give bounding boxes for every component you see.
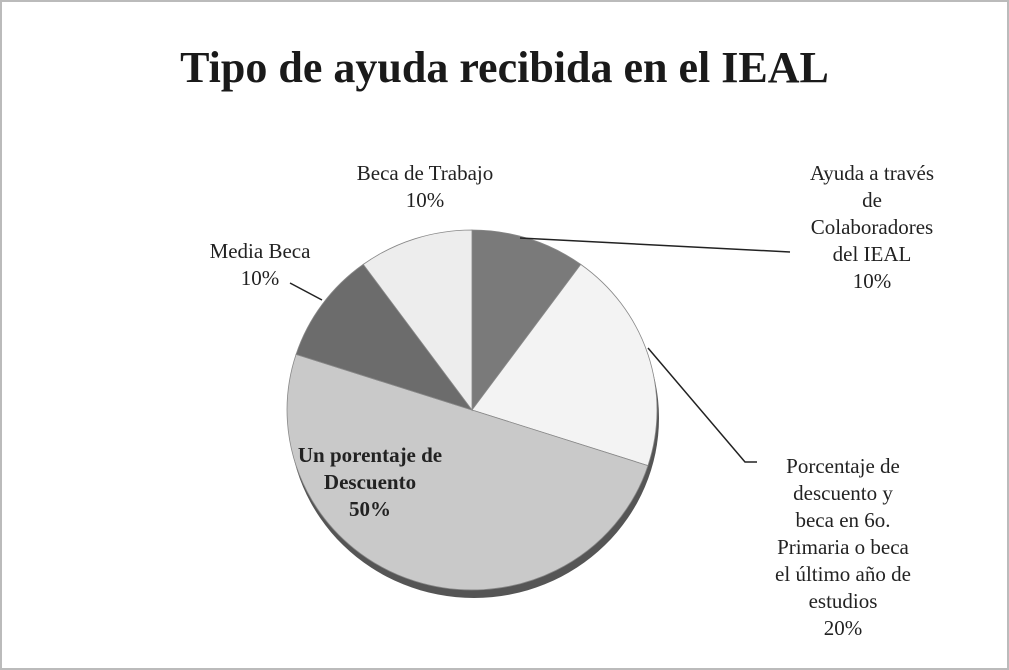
pie-slice	[362, 229, 473, 412]
pie-slice	[471, 263, 658, 467]
value-label: 10%	[240, 266, 280, 290]
slice-label: Ayuda a través de Colaboradores del IEAL…	[810, 160, 934, 295]
category-label: Media Beca	[209, 239, 311, 263]
value-label: 10%	[852, 269, 892, 293]
value-label: 10%	[405, 188, 445, 212]
leader-line	[519, 237, 791, 253]
chart-title: Tipo de ayuda recibida en el IEAL	[180, 43, 829, 92]
slice-label: Beca de Trabajo 10%	[357, 160, 493, 214]
value-label: 50%	[349, 497, 391, 521]
leader-line	[289, 282, 323, 301]
slice-label: Media Beca 10%	[210, 238, 311, 292]
category-label: Un porentaje de Descuento	[297, 443, 443, 494]
slice-label: Un porentaje de Descuento 50%	[298, 442, 442, 523]
slice-label: Porcentaje de descuento y beca en 6o. Pr…	[775, 453, 911, 642]
category-label: Ayuda a través de Colaboradores del IEAL	[809, 161, 935, 266]
category-label: Porcentaje de descuento y beca en 6o. Pr…	[775, 454, 911, 613]
value-label: 20%	[823, 616, 863, 640]
pie-slice	[286, 353, 649, 591]
leader-line	[647, 347, 757, 463]
category-label: Beca de Trabajo	[356, 161, 494, 185]
pie-slice	[295, 263, 474, 411]
